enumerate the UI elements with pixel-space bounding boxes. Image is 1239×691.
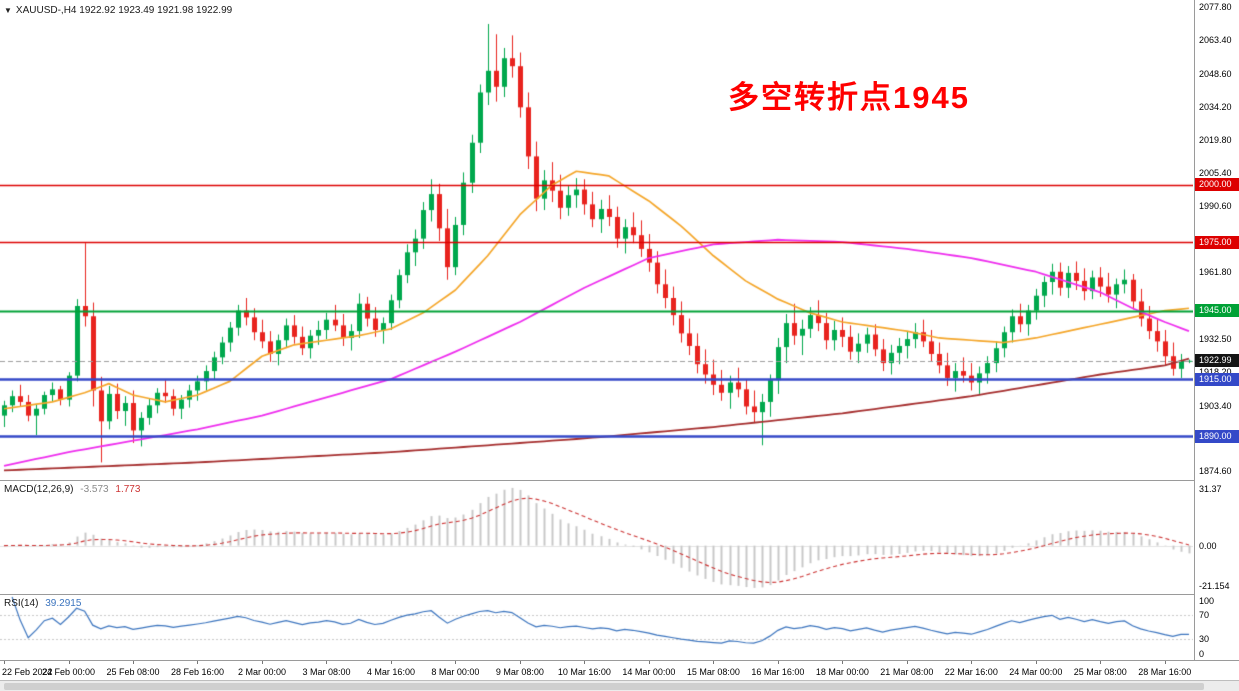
- time-axis-label: 24 Mar 00:00: [1009, 667, 1063, 677]
- chart-ohlc-title: XAUUSD-,H4 1922.92 1923.49 1921.98 1922.…: [15, 5, 233, 16]
- price-tick-label: 2019.80: [1199, 134, 1232, 145]
- panel-separator[interactable]: [0, 480, 1239, 481]
- price-tick-label: 1918.20: [1199, 367, 1232, 377]
- time-axis-label: 9 Mar 08:00: [495, 667, 544, 677]
- rsi-label-row: RSI(14) 39.2915: [4, 598, 85, 609]
- price-scale[interactable]: 2077.80 2063.40 2048.60 2034.20 2019.80 2005.…: [1194, 0, 1239, 660]
- time-axis-label: 14 Mar 00:00: [622, 667, 676, 677]
- time-tick: [649, 660, 650, 664]
- macd-label-row: MACD(12,26,9) -3.573 1.773: [4, 484, 144, 495]
- time-axis-label: 4 Mar 16:00: [366, 667, 415, 677]
- time-axis-label: 24 Feb 00:00: [41, 667, 96, 677]
- price-tick-label: 1874.60: [1199, 466, 1232, 477]
- current-price-badge: 1922.99: [1195, 354, 1239, 368]
- time-tick: [778, 660, 779, 664]
- time-axis-label: 28 Feb 16:00: [170, 667, 225, 677]
- main-price-chart[interactable]: [0, 0, 1193, 480]
- time-axis-label: 25 Mar 08:00: [1073, 667, 1127, 677]
- time-tick: [197, 660, 198, 664]
- time-tick: [842, 660, 843, 664]
- time-tick: [69, 660, 70, 664]
- collapse-arrow-icon[interactable]: ▼: [4, 6, 12, 15]
- rsi-indicator-name: RSI(14): [4, 598, 39, 609]
- time-tick: [391, 660, 392, 664]
- time-axis-label: 3 Mar 08:00: [302, 667, 351, 677]
- time-tick: [262, 660, 263, 664]
- macd-signal-value: 1.773: [115, 484, 141, 495]
- time-tick: [971, 660, 972, 664]
- macd-panel[interactable]: [0, 481, 1193, 593]
- price-tick-label: 1990.60: [1199, 201, 1232, 212]
- chart-header: ▼ XAUUSD-,H4 1922.92 1923.49 1921.98 192…: [4, 5, 232, 16]
- rsi-axis-label: 100: [1199, 596, 1215, 606]
- time-tick: [713, 660, 714, 664]
- scrollbar-handle[interactable]: [4, 683, 1204, 690]
- time-axis-label: 22 Mar 16:00: [944, 667, 998, 677]
- price-tick-label: 1932.50: [1199, 334, 1232, 345]
- time-tick: [133, 660, 134, 664]
- panel-separator[interactable]: [0, 594, 1239, 595]
- macd-axis-label: 0.00: [1199, 540, 1217, 551]
- hline-price-badge: 1890.00: [1195, 429, 1239, 443]
- horizontal-scrollbar[interactable]: [0, 680, 1239, 691]
- time-tick: [520, 660, 521, 664]
- time-axis-label: 10 Mar 16:00: [557, 667, 611, 677]
- macd-axis-label: -21.154: [1199, 581, 1230, 591]
- price-tick-label: 2063.40: [1199, 35, 1232, 46]
- rsi-axis-label: 0: [1199, 649, 1205, 659]
- time-axis-label: 16 Mar 16:00: [751, 667, 805, 677]
- hline-price-badge: 1975.00: [1195, 235, 1239, 249]
- time-axis-label: 2 Mar 00:00: [237, 667, 286, 677]
- time-tick: [584, 660, 585, 664]
- time-tick: [326, 660, 327, 664]
- time-axis-label: 25 Feb 08:00: [106, 667, 160, 677]
- rsi-axis-label: 70: [1199, 610, 1210, 620]
- time-axis-label: 18 Mar 00:00: [815, 667, 869, 677]
- annotation-text: 多空转折点1945: [728, 80, 970, 115]
- price-tick-label: 1903.40: [1199, 400, 1232, 411]
- time-axis-label: 15 Mar 08:00: [686, 667, 740, 677]
- price-tick-label: 2005.40: [1199, 167, 1232, 178]
- price-tick-label: 2048.60: [1199, 68, 1232, 79]
- time-tick: [455, 660, 456, 664]
- time-axis-label: 21 Mar 08:00: [880, 667, 934, 677]
- time-tick: [1036, 660, 1037, 664]
- price-tick-label: 2077.80: [1199, 2, 1232, 13]
- time-tick: [1100, 660, 1101, 664]
- macd-indicator-name: MACD(12,26,9): [4, 484, 74, 495]
- hline-price-badge: 1945.00: [1195, 304, 1239, 318]
- hline-price-badge: 2000.00: [1195, 178, 1239, 192]
- time-tick: [907, 660, 908, 664]
- price-tick-label: 2034.20: [1199, 101, 1232, 112]
- macd-axis-label: 31.37: [1199, 484, 1222, 494]
- price-tick-label: 1961.80: [1199, 267, 1232, 278]
- time-axis-label: 28 Mar 16:00: [1138, 667, 1192, 677]
- time-tick: [4, 660, 5, 664]
- time-axis-label: 8 Mar 00:00: [431, 667, 480, 677]
- hline-price-badge: 1915.00: [1195, 372, 1239, 386]
- time-scale[interactable]: 22 Feb 2022 24 Feb 00:00 25 Feb 08:00 28 Fe…: [0, 660, 1239, 680]
- rsi-panel[interactable]: [0, 595, 1193, 659]
- macd-main-value: -3.573: [80, 484, 109, 495]
- time-tick: [1165, 660, 1166, 664]
- rsi-value: 39.2915: [45, 598, 82, 609]
- time-axis-label: 22 Feb 2022: [2, 667, 53, 677]
- rsi-axis-label: 30: [1199, 634, 1210, 644]
- panel-separator: [0, 660, 1239, 661]
